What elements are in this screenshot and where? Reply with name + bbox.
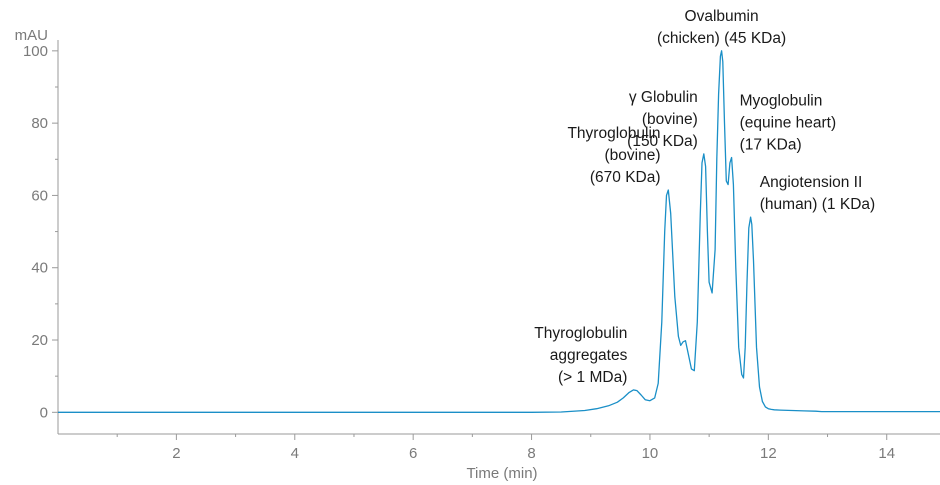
plot-area [58, 50, 940, 413]
peak-annotation-line: Thyroglobulin [534, 325, 627, 342]
y-tick-label: 40 [31, 260, 48, 277]
peak-annotation-line: (670 KDa) [590, 169, 661, 186]
x-tick-label: 12 [760, 445, 777, 462]
y-tick-label: 100 [23, 43, 48, 60]
peak-annotation-line: (150 KDa) [627, 133, 698, 150]
peak-annotation-line: (17 KDa) [740, 136, 802, 153]
peak-annotation-line: Angiotension II [760, 174, 863, 191]
peak-annotation-line: Thyroglobulin [567, 125, 660, 142]
peak-annotation-line: γ Globulin [629, 89, 698, 106]
peak-annotation: Angiotension II (human) (1 KDa) [760, 174, 875, 213]
peak-annotation: Myoglobulin (equine heart) (17 KDa) [740, 92, 837, 153]
peak-annotation: Thyroglobulin (bovine) (670 KDa) [567, 125, 660, 186]
peak-annotation-line: (equine heart) [740, 114, 837, 131]
x-tick-label: 14 [878, 445, 895, 462]
x-tick-label: 2 [172, 445, 180, 462]
peak-annotation-line: (chicken) (45 KDa) [657, 30, 786, 47]
peak-annotation-line: aggregates [550, 347, 628, 364]
peak-annotation-line: (bovine) [605, 147, 661, 164]
y-tick-label: 80 [31, 115, 48, 132]
peak-annotation-line: (bovine) [642, 111, 698, 128]
y-tick-label: 60 [31, 187, 48, 204]
peak-annotation: γ Globulin (bovine) (150 KDa) [627, 89, 698, 150]
x-tick-label: 4 [291, 445, 299, 462]
peak-annotation-line: Myoglobulin [740, 92, 823, 109]
chromatogram-trace [58, 50, 940, 413]
y-axis-ticks: 0 20 40 60 80 100 [23, 43, 58, 421]
axes [57, 40, 940, 435]
peak-annotation-line: Ovalbumin [685, 8, 759, 25]
x-tick-label: 10 [642, 445, 659, 462]
y-tick-label: 20 [31, 332, 48, 349]
peak-annotations: Thyroglobulin aggregates (> 1 MDa)Thyroglo… [534, 8, 875, 386]
x-tick-label: 8 [527, 445, 535, 462]
x-tick-label: 6 [409, 445, 417, 462]
peak-annotation: Ovalbumin (chicken) (45 KDa) [657, 8, 786, 47]
y-tick-label: 0 [40, 404, 48, 421]
peak-annotation-line: (human) (1 KDa) [760, 196, 875, 213]
x-axis-label: Time (min) [466, 465, 537, 482]
x-axis-ticks: 2 4 6 8 10 12 14 [116, 434, 895, 462]
y-axis-label: mAU [15, 27, 48, 44]
peak-annotation-line: (> 1 MDa) [558, 369, 627, 386]
peak-annotation: Thyroglobulin aggregates (> 1 MDa) [534, 325, 627, 386]
